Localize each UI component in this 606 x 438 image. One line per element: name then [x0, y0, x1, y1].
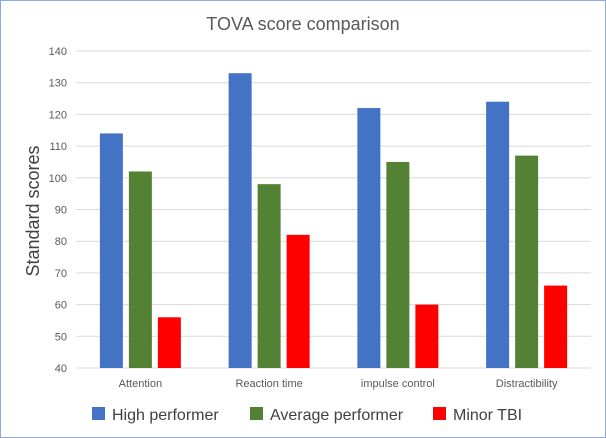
gridlines	[76, 50, 591, 369]
legend-swatch	[92, 407, 105, 420]
bar-minor-tbi	[286, 234, 310, 368]
y-tick-label: 50	[55, 331, 67, 343]
x-category-label: impulse control	[361, 378, 435, 390]
y-tick-label: 140	[49, 46, 67, 58]
bar-high-performer	[228, 73, 252, 368]
bars	[99, 73, 568, 368]
x-category-label: Reaction time	[235, 378, 302, 390]
chart-title: TOVA score comparison	[206, 14, 399, 34]
y-tick-label: 130	[49, 78, 67, 90]
legend: High performer Average performer Minor TBI	[92, 407, 522, 424]
y-tick-label: 110	[49, 141, 67, 153]
bar-minor-tbi	[544, 285, 568, 368]
x-axis-categories: Attention Reaction time impulse control Dis…	[119, 378, 558, 390]
legend-label: Minor TBI	[453, 407, 522, 424]
y-tick-label: 70	[55, 268, 67, 280]
y-tick-label: 120	[49, 109, 67, 121]
y-axis-ticks: 40 50 60 70 80 90 100 110 120 130 140	[49, 46, 67, 375]
bar-average-performer	[128, 171, 152, 368]
legend-swatch	[250, 407, 263, 420]
legend-swatch	[433, 407, 446, 420]
y-tick-label: 80	[55, 236, 67, 248]
x-category-label: Distractibility	[496, 378, 558, 390]
bar-average-performer	[515, 155, 539, 368]
legend-label: High performer	[112, 407, 219, 424]
y-tick-label: 40	[55, 363, 67, 375]
bar-minor-tbi	[415, 304, 439, 368]
bar-high-performer	[486, 101, 510, 368]
y-tick-label: 60	[55, 300, 67, 312]
bar-average-performer	[386, 161, 410, 368]
bar-average-performer	[257, 184, 281, 368]
legend-label: Average performer	[270, 407, 404, 424]
y-tick-label: 90	[55, 205, 67, 217]
bar-minor-tbi	[157, 317, 181, 368]
y-tick-label: 100	[49, 173, 67, 185]
y-axis-label: Standard scores	[23, 145, 43, 276]
x-category-label: Attention	[119, 378, 162, 390]
bar-high-performer	[99, 133, 123, 368]
bar-high-performer	[357, 108, 381, 368]
